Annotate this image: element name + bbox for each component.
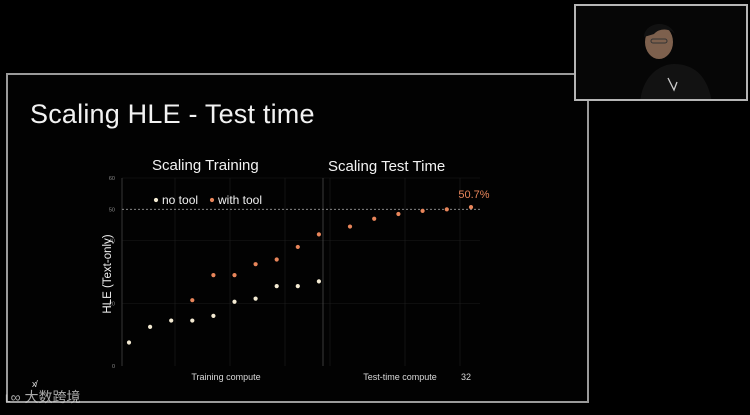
y-axis-label: HLE (Text-only)	[102, 234, 114, 313]
point-no-tool	[274, 284, 279, 289]
point-no-tool	[126, 340, 132, 345]
legend-marker-with-tool	[209, 197, 215, 203]
point-with-tool	[396, 211, 401, 217]
x-end-tick-label: 32	[461, 372, 471, 382]
y-tick-label: 40	[109, 239, 115, 245]
point-with-tool	[316, 232, 321, 237]
point-no-tool	[295, 284, 300, 289]
point-no-tool	[232, 299, 237, 304]
slide-title: Scaling HLE - Test time	[30, 99, 315, 129]
watermark: ʟ∞ 大数跨境	[5, 387, 81, 407]
x-axis-label-training: Training compute	[191, 372, 260, 382]
point-no-tool	[148, 324, 153, 329]
watermark-icon: ʟ∞	[5, 389, 21, 405]
y-tick-label: 0	[112, 364, 115, 370]
point-no-tool	[316, 279, 321, 284]
point-with-tool	[190, 298, 195, 303]
xai-logo: x̸	[32, 379, 37, 389]
point-with-tool	[468, 205, 474, 210]
point-with-tool	[420, 208, 425, 213]
y-tick-label: 20	[109, 301, 115, 307]
point-with-tool	[444, 207, 449, 212]
speaker-webcam	[574, 4, 748, 101]
annotation-50-7: 50.7%	[458, 189, 489, 201]
point-with-tool	[253, 262, 258, 267]
point-no-tool	[253, 296, 258, 301]
point-with-tool	[274, 257, 279, 262]
watermark-text: 大数跨境	[24, 389, 81, 405]
legend-label-with-tool: with tool	[217, 193, 262, 207]
panel-title-test-time: Scaling Test Time	[328, 158, 445, 175]
panel-title-training: Scaling Training	[152, 157, 259, 174]
y-tick-label: 50	[109, 207, 115, 213]
point-with-tool	[347, 224, 353, 229]
point-with-tool	[211, 273, 216, 278]
point-with-tool	[232, 273, 237, 278]
y-tick-label: 60	[109, 176, 115, 182]
legend-marker-no-tool	[153, 197, 159, 203]
point-no-tool	[169, 318, 174, 323]
point-no-tool	[190, 318, 195, 323]
speaker-video-frame	[576, 6, 746, 99]
point-with-tool	[295, 244, 300, 250]
legend-label-no-tool: no tool	[162, 193, 198, 207]
slide-frame: Scaling HLE - Test time	[6, 73, 589, 403]
x-axis-label-test-time: Test-time compute	[363, 372, 437, 382]
point-with-tool	[372, 216, 377, 221]
point-no-tool	[211, 313, 216, 318]
